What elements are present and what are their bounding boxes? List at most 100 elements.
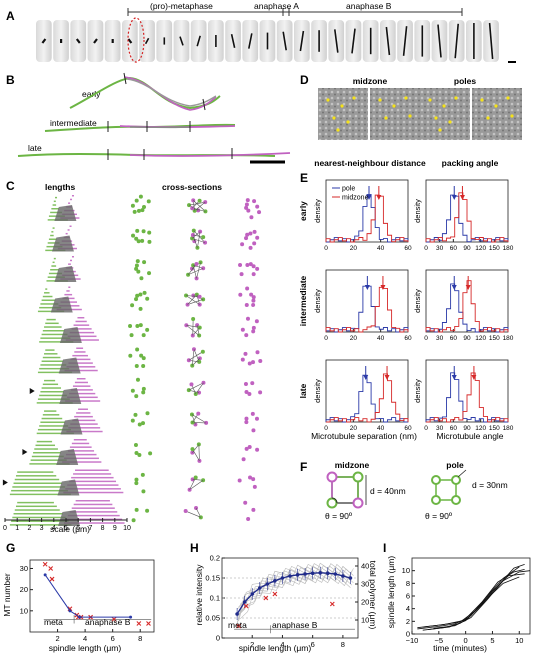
mt-cross-section: [197, 198, 202, 203]
spindle-mark: [75, 38, 81, 44]
pole-mt-bar: [30, 459, 67, 461]
row-label: early: [298, 201, 308, 221]
hist-tick-label: 180: [503, 335, 514, 342]
mt-cross-section: [135, 228, 140, 233]
h-phase-anab: anaphase B: [272, 620, 318, 630]
midzone-title: midzone: [353, 76, 388, 86]
mean-intensity-point: [265, 582, 270, 586]
mt-cross-section: [248, 231, 253, 236]
mt-cross-section: [248, 475, 253, 480]
cross-link: [187, 263, 197, 275]
pole-mt-bar: [15, 505, 57, 508]
mt-cross-section: [141, 333, 146, 338]
mt-cross-section: [134, 477, 139, 482]
cross-link: [197, 231, 201, 248]
hist-frame: [425, 269, 509, 333]
mt-cross-section: [245, 198, 250, 203]
pole-mt-bar: [37, 310, 65, 313]
spindle-length-trace: [428, 563, 525, 630]
hist-tick-label: 60: [404, 335, 412, 342]
mt-cross-section: [258, 390, 263, 395]
h-ylabel-left: relative intensity: [194, 564, 204, 626]
spindle-mark: [454, 23, 459, 59]
mt-cross-section: [251, 507, 256, 512]
mt-cross-section: [139, 276, 144, 281]
scale-tick-label: 5: [64, 525, 68, 532]
y-tick-label: 20: [20, 585, 28, 594]
mt-count-point: [146, 621, 151, 626]
mt-cross-section: [138, 292, 143, 297]
y-tick-label: 2: [406, 617, 410, 626]
pole-mt-bar: [45, 349, 55, 351]
hist-tick-label: 60: [450, 335, 458, 342]
mt-cross-section: [136, 208, 141, 213]
midzone-mt-bar: [75, 469, 109, 471]
pole-mt-bar: [52, 261, 55, 264]
mt-cross-section: [140, 472, 145, 477]
pole-mt-bar: [39, 394, 67, 397]
spindle-length-trace: [422, 576, 520, 628]
em-marker: [326, 98, 330, 102]
midzone-mt-bar: [70, 358, 91, 361]
cross-link: [193, 200, 206, 212]
midzone-mt-bar: [77, 317, 85, 319]
mt-cross-section: [141, 356, 146, 361]
cross-link: [192, 234, 198, 248]
pole-mt-bar: [41, 299, 56, 301]
spindle-mark: [248, 33, 253, 49]
em-marker: [506, 96, 510, 100]
cross-link: [189, 480, 204, 490]
mt-cross-section: [244, 236, 249, 241]
pole-mt-bar: [44, 410, 57, 412]
pole-mt-bar: [41, 417, 63, 420]
mt-cross-section: [134, 450, 139, 455]
pole-mt-bar: [40, 421, 66, 423]
mean-intensity-point: [295, 573, 300, 577]
hist-tick-label: 20: [350, 335, 358, 342]
midzone-mt-bar: [74, 351, 86, 353]
mean-intensity-point: [303, 572, 307, 576]
mt-count-trend: [44, 574, 131, 618]
pole-mt-bar: [44, 353, 58, 355]
midzone-mt-bar: [70, 198, 73, 201]
midzone-mt-bar: [76, 378, 86, 380]
pole-mt-bar: [9, 493, 71, 496]
midzone-histogram: [325, 194, 409, 243]
mt-cross-section: [140, 208, 145, 213]
pole-mt-bar: [48, 272, 62, 275]
pole-mt-bar: [45, 322, 59, 325]
highlighted-cell-circle: [127, 17, 145, 63]
panel-letter-c: C: [6, 179, 15, 193]
hist-tick-label: 120: [475, 425, 486, 432]
mt-cross-section: [133, 443, 138, 448]
em-tile: [318, 88, 368, 140]
phase-anaphase-b-label: anaphase B: [346, 1, 392, 11]
mt-cross-section: [245, 316, 250, 321]
mt-cross-section: [134, 507, 139, 512]
x-tick-label: 10: [515, 636, 523, 645]
pole-mt-bar: [9, 524, 72, 526]
mean-intensity-point: [318, 571, 323, 575]
cross-section-diagrams: [128, 194, 263, 523]
hist-tick-label: 180: [503, 245, 514, 252]
mt-cross-section: [134, 198, 139, 203]
panel-letter-a: A: [6, 9, 15, 23]
mean-intensity-point: [280, 576, 285, 580]
midzone-mt-bar: [69, 331, 95, 334]
x-tick-label: 6: [111, 634, 115, 643]
pole-mt-bar: [53, 257, 56, 260]
cross-link: [192, 448, 200, 461]
em-marker: [346, 120, 350, 124]
mt-cross-section: [139, 353, 144, 358]
pole-mt-bar: [17, 501, 54, 504]
mt-cross-section: [141, 386, 146, 391]
mean-arrowhead: [451, 285, 457, 290]
midzone-mt-bar: [67, 450, 95, 452]
pole-mt-bar: [41, 387, 61, 389]
scale-axis-label: scale (μm): [50, 524, 90, 534]
overlap-region: [54, 205, 77, 221]
em-marker: [404, 96, 408, 100]
right-y-tick-label: 10: [361, 616, 369, 625]
hist-tick-label: 150: [489, 245, 500, 252]
midzone-histogram: [425, 192, 509, 243]
